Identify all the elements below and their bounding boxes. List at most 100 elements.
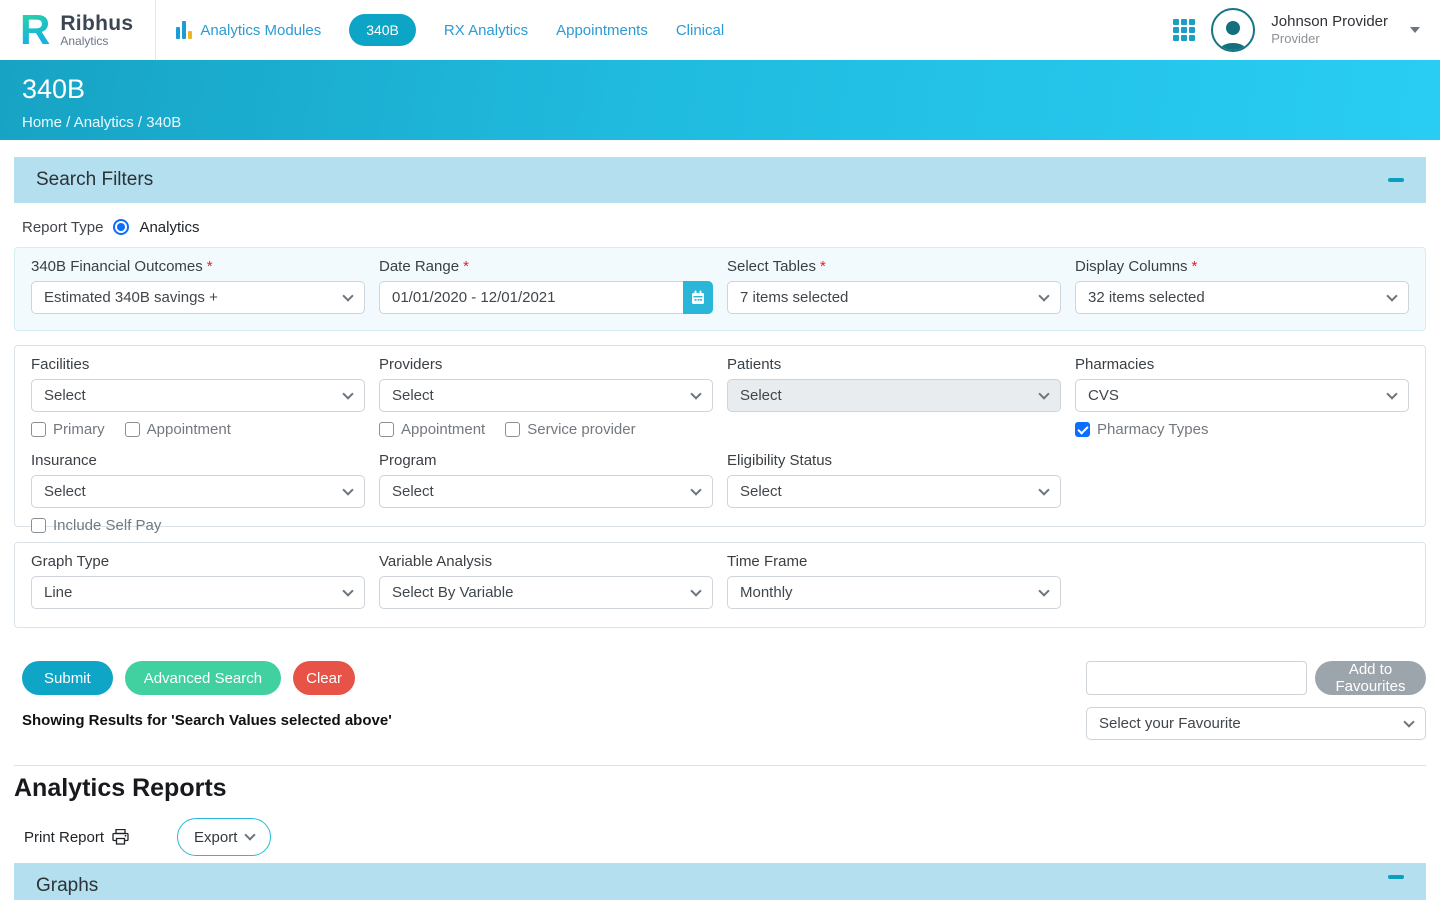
clear-button[interactable]: Clear (293, 661, 355, 695)
nav-item-label: Clinical (675, 21, 725, 39)
nav-item-appointments[interactable]: Appointments (556, 22, 648, 39)
user-name: Johnson Provider (1271, 12, 1388, 30)
checkbox-icon (379, 422, 394, 437)
pharmacies-select[interactable]: CVS (1075, 379, 1409, 412)
checkbox-label: Appointment (146, 421, 231, 438)
eligibility-status-select[interactable]: Select (727, 475, 1061, 508)
field-label: Insurance (31, 452, 97, 469)
checkbox-facilities-appointment[interactable]: Appointment (124, 421, 231, 438)
chevron-down-icon (342, 289, 354, 302)
report-type-radio[interactable] (113, 219, 130, 235)
field-label: Display Columns (1075, 258, 1188, 275)
user-menu[interactable]: Johnson Provider Provider (1271, 13, 1388, 48)
chevron-down-icon (342, 387, 354, 400)
field-variable-analysis: Variable Analysis Select By Variable (379, 553, 713, 609)
graph-type-select[interactable]: Line (31, 576, 365, 609)
brand-letter-logo: R (20, 6, 51, 53)
report-toolbar: Print Report Export (14, 817, 1426, 857)
display-columns-select[interactable]: 32 items selected (1075, 281, 1409, 314)
caret-down-icon[interactable] (1410, 27, 1420, 33)
nav-right: Johnson Provider Provider (1173, 8, 1420, 52)
field-patients: Patients Select (727, 356, 1061, 438)
favourite-name-input[interactable] (1086, 661, 1307, 695)
nav-divider (155, 0, 157, 60)
checkbox-pharmacy-types[interactable]: Pharmacy Types (1075, 421, 1208, 438)
insurance-select[interactable]: Select (31, 475, 365, 508)
bar-chart-icon (176, 21, 193, 39)
checkbox-label: Primary (53, 421, 105, 438)
checkbox-providers-appointment[interactable]: Appointment (379, 421, 485, 438)
main-content: Search Filters Report Type Analytics 340… (0, 157, 1440, 900)
field-pharmacies: Pharmacies CVS Pharmacy Types (1075, 356, 1409, 438)
brand-subtitle: Analytics (60, 33, 109, 48)
advanced-search-button[interactable]: Advanced Search (124, 661, 282, 695)
breadcrumb-analytics[interactable]: Analytics (74, 114, 147, 131)
add-to-favourites-button[interactable]: Add to Favourites (1315, 661, 1426, 695)
breadcrumb-home[interactable]: Home (22, 114, 74, 131)
nav-item-clinical[interactable]: Clinical (676, 22, 724, 39)
collapse-minus-icon[interactable] (1388, 178, 1404, 182)
variable-analysis-select[interactable]: Select By Variable (379, 576, 713, 609)
select-value: Select (392, 387, 434, 404)
patients-select-disabled: Select (727, 379, 1061, 412)
chevron-down-icon (244, 829, 257, 841)
chevron-down-icon (1038, 483, 1050, 496)
checkbox-label: Service provider (527, 421, 636, 438)
breadcrumb-340b: 340B (146, 114, 182, 131)
time-frame-select[interactable]: Monthly (727, 576, 1061, 609)
required-mark: * (206, 258, 213, 275)
avatar[interactable] (1211, 8, 1256, 52)
checkbox-include-self-pay[interactable]: Include Self Pay (31, 517, 161, 534)
favourites-panel: Add to Favourites Select your Favourite (1086, 661, 1426, 740)
providers-select[interactable]: Select (379, 379, 713, 412)
field-label: Patients (727, 356, 782, 373)
nav-item-340b-active[interactable]: 340B (349, 14, 416, 46)
date-range-input[interactable]: 01/01/2020 - 12/01/2021 (379, 281, 683, 314)
favourite-select[interactable]: Select your Favourite (1086, 707, 1426, 740)
financial-outcomes-select[interactable]: Estimated 340B savings + (31, 281, 365, 314)
checkbox-providers-service-provider[interactable]: Service provider (505, 421, 636, 438)
print-report-label: Print Report (24, 828, 105, 846)
breadcrumb: HomeAnalytics340B (22, 114, 1418, 131)
checkbox-label: Include Self Pay (53, 517, 162, 534)
select-value: CVS (1088, 387, 1119, 404)
collapse-minus-icon[interactable] (1388, 875, 1404, 879)
field-label: Pharmacies (1075, 356, 1155, 373)
field-label: Select Tables (727, 258, 816, 275)
graphs-header: Graphs (14, 863, 1426, 900)
checkbox-icon (31, 518, 46, 533)
filter-card-primary: 340B Financial Outcomes * Estimated 340B … (14, 247, 1426, 331)
export-button[interactable]: Export (177, 818, 272, 856)
field-graph-type: Graph Type Line (31, 553, 365, 609)
field-time-frame: Time Frame Monthly (727, 553, 1061, 609)
field-program: Program Select (379, 452, 713, 534)
submit-button[interactable]: Submit (22, 661, 113, 695)
calendar-button[interactable] (683, 281, 713, 314)
chevron-down-icon (1403, 715, 1415, 728)
checkbox-facilities-primary[interactable]: Primary (31, 421, 105, 438)
apps-grid-icon[interactable] (1173, 19, 1196, 41)
field-financial-outcomes: 340B Financial Outcomes * Estimated 340B … (31, 258, 365, 314)
nav-item-label: 340B (366, 22, 399, 38)
chevron-down-icon (690, 387, 702, 400)
print-report-link[interactable]: Print Report (24, 829, 129, 846)
checkbox-label: Pharmacy Types (1097, 421, 1209, 438)
facilities-select[interactable]: Select (31, 379, 365, 412)
report-type-label: Report Type (22, 218, 104, 236)
program-select[interactable]: Select (379, 475, 713, 508)
nav-links: Analytics Modules 340B RX Analytics Appo… (176, 14, 724, 46)
filter-card-entities: Facilities Select Primary Appointment (14, 345, 1426, 534)
select-value: Select (44, 483, 86, 500)
chevron-down-icon (690, 584, 702, 597)
select-tables-select[interactable]: 7 items selected (727, 281, 1061, 314)
nav-item-analytics-modules[interactable]: Analytics Modules (176, 21, 321, 39)
chevron-down-icon (1386, 387, 1398, 400)
nav-item-rx-analytics[interactable]: RX Analytics (444, 22, 528, 39)
required-mark: * (1191, 258, 1198, 275)
brand-logo[interactable]: R Ribhus Analytics (20, 9, 155, 51)
field-label: 340B Financial Outcomes (31, 258, 203, 275)
field-label: Graph Type (31, 553, 110, 570)
person-icon (1219, 21, 1247, 50)
required-mark: * (819, 258, 826, 275)
field-empty (1075, 553, 1409, 609)
